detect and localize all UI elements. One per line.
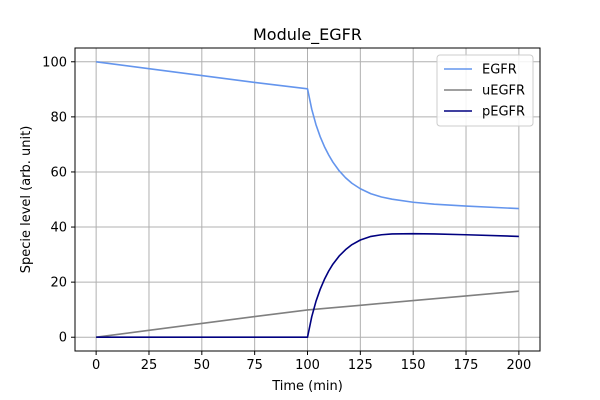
x-tick-label: 175: [454, 358, 479, 373]
legend-label-uegfr: uEGFR: [482, 84, 525, 99]
series-line-pegfr: [96, 232, 519, 339]
y-tick-label: 0: [59, 331, 67, 346]
y-tick-label: 100: [42, 55, 67, 70]
x-axis-label: Time (min): [271, 379, 343, 394]
y-tick-label: 40: [50, 221, 67, 236]
x-tick-label: 200: [506, 358, 531, 373]
y-axis-label: Specie level (arb. unit): [19, 126, 34, 274]
series-lines: [96, 60, 519, 339]
legend: EGFR uEGFR pEGFR: [436, 54, 534, 127]
x-tick-label: 100: [295, 358, 320, 373]
x-tick-label: 0: [92, 358, 100, 373]
y-tick-label: 20: [50, 276, 67, 291]
y-tick-label: 80: [50, 110, 67, 125]
legend-box: [436, 54, 534, 127]
series-line-egfr: [96, 60, 519, 210]
legend-label-pegfr: pEGFR: [482, 105, 525, 120]
x-tick-label: 50: [194, 358, 211, 373]
legend-label-egfr: EGFR: [482, 63, 517, 78]
y-tick-label: 60: [50, 165, 67, 180]
chart-title: Module_EGFR: [253, 25, 362, 45]
x-tick-label: 25: [141, 358, 158, 373]
axis-ticks: 0 25 50 75 100 125 150 175 200 0 20 40 60 80 100: [42, 55, 531, 373]
x-tick-label: 150: [401, 358, 426, 373]
series-line-uegfr: [96, 290, 519, 339]
x-tick-label: 125: [348, 358, 373, 373]
x-tick-label: 75: [246, 358, 263, 373]
